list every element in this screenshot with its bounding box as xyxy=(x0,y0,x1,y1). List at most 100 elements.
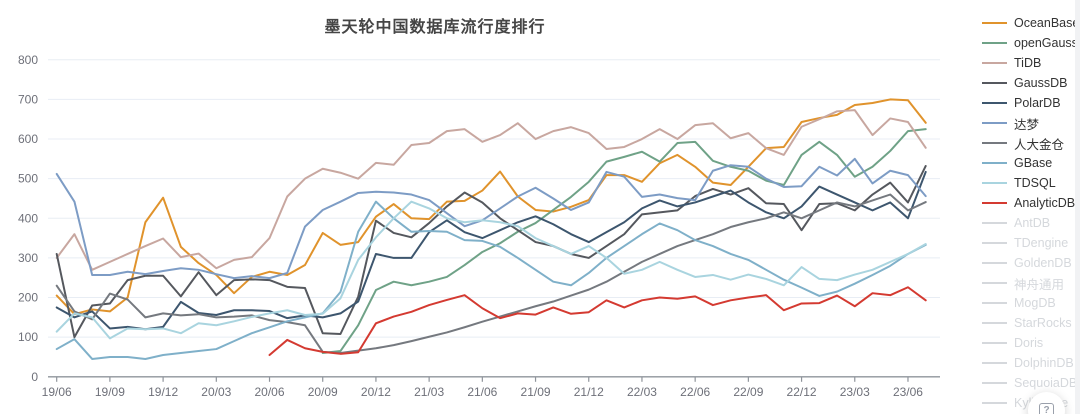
y-axis-tick-label: 0 xyxy=(31,370,38,384)
y-axis-tick-label: 200 xyxy=(18,291,38,305)
y-axis-tick-label: 700 xyxy=(18,92,38,106)
x-axis-tick-label: 21/03 xyxy=(414,385,444,399)
legend-label: GBase xyxy=(1014,156,1053,170)
legend-label: TiDB xyxy=(1014,56,1042,70)
legend-swatch xyxy=(982,242,1007,244)
legend-label: AntDB xyxy=(1014,216,1051,230)
legend-label: GaussDB xyxy=(1014,76,1068,90)
x-axis-tick-label: 20/12 xyxy=(361,385,391,399)
series-line-GaussDB[interactable] xyxy=(55,164,927,339)
legend-item-TDengine[interactable]: TDengine xyxy=(982,236,1068,250)
legend-item-OceanBase[interactable]: OceanBase xyxy=(982,16,1079,30)
legend-swatch xyxy=(982,322,1007,324)
legend-swatch xyxy=(982,342,1007,344)
legend-swatch xyxy=(982,302,1007,304)
legend-item-TDSQL[interactable]: TDSQL xyxy=(982,176,1056,190)
x-axis-tick-label: 22/12 xyxy=(787,385,817,399)
series-line-OceanBase[interactable] xyxy=(55,98,927,316)
legend-swatch xyxy=(982,182,1007,184)
legend-label: MogDB xyxy=(1014,296,1056,310)
question-mark-icon: ? xyxy=(1039,403,1054,414)
chart-plot-area[interactable]: 0 100 200 300 400 500 600 700 800 19/06 19/09 19/12… xyxy=(0,0,960,414)
legend-swatch xyxy=(982,162,1007,164)
x-axis-tick-label: 21/12 xyxy=(574,385,604,399)
legend-swatch xyxy=(982,22,1007,24)
legend-item-神舟通用[interactable]: 神舟通用 xyxy=(982,276,1065,292)
chart-title: 墨天轮中国数据库流行度排行 xyxy=(324,19,546,36)
x-axis-tick-label: 19/12 xyxy=(148,385,178,399)
series-line-TiDB[interactable] xyxy=(55,109,927,271)
legend-item-openGauss[interactable]: openGauss xyxy=(982,36,1078,50)
legend-item-SequoiaDB[interactable]: SequoiaDB xyxy=(982,376,1077,390)
legend-item-Doris[interactable]: Doris xyxy=(982,336,1043,350)
y-axis-tick-label: 500 xyxy=(18,172,38,186)
legend-label: 人大金仓 xyxy=(1014,137,1065,152)
legend-swatch xyxy=(982,362,1007,364)
legend-item-GaussDB[interactable]: GaussDB xyxy=(982,76,1068,90)
legend-swatch xyxy=(982,82,1007,84)
legend-swatch xyxy=(982,102,1007,104)
legend-item-TiDB[interactable]: TiDB xyxy=(982,56,1041,70)
legend-item-PolarDB[interactable]: PolarDB xyxy=(982,96,1061,110)
legend-swatch xyxy=(982,122,1007,124)
series-line-PolarDB[interactable] xyxy=(55,170,927,331)
series-line-人大金仓[interactable] xyxy=(55,193,927,355)
y-axis-tick-label: 600 xyxy=(18,132,38,146)
legend-item-GBase[interactable]: GBase xyxy=(982,156,1052,170)
legend-item-达梦[interactable]: 达梦 xyxy=(982,116,1040,132)
x-axis-tick-label: 23/06 xyxy=(893,385,923,399)
legend-label: SequoiaDB xyxy=(1014,376,1078,390)
y-axis-tick-label: 100 xyxy=(18,330,38,344)
scrollbar-track[interactable] xyxy=(1075,0,1080,414)
y-axis-tick-label: 300 xyxy=(18,251,38,265)
legend-label: StarRocks xyxy=(1014,316,1072,330)
help-float-button[interactable]: ? xyxy=(1028,392,1065,414)
legend-swatch xyxy=(982,282,1007,284)
legend-label: TDSQL xyxy=(1014,176,1056,190)
legend-label: 达梦 xyxy=(1014,117,1040,132)
series-line-openGauss[interactable] xyxy=(321,128,927,355)
legend-swatch xyxy=(982,42,1007,44)
x-axis-tick-label: 23/03 xyxy=(840,385,870,399)
x-axis-tick-label: 19/06 xyxy=(42,385,72,399)
y-axis-tick-label: 400 xyxy=(18,211,38,225)
legend-label: PolarDB xyxy=(1014,96,1061,110)
legend-label: openGauss xyxy=(1014,36,1078,50)
legend-label: OceanBase xyxy=(1014,16,1080,30)
legend-swatch xyxy=(982,222,1007,224)
x-axis-tick-label: 21/09 xyxy=(521,385,551,399)
legend-swatch xyxy=(982,262,1007,264)
x-axis-tick-label: 20/06 xyxy=(255,385,285,399)
series-line-GBase[interactable] xyxy=(55,200,927,360)
y-axis-tick-label: 800 xyxy=(18,53,38,67)
legend-swatch xyxy=(982,402,1007,404)
x-axis-tick-label: 20/03 xyxy=(201,385,231,399)
legend-item-AnalyticDB[interactable]: AnalyticDB xyxy=(982,196,1075,210)
legend-swatch xyxy=(982,202,1007,204)
series-line-AnalyticDB[interactable] xyxy=(268,286,927,357)
series-line-TDSQL[interactable] xyxy=(55,200,927,340)
x-axis-tick-label: 22/06 xyxy=(680,385,710,399)
legend-item-GoldenDB[interactable]: GoldenDB xyxy=(982,256,1072,270)
x-axis-tick-label: 22/09 xyxy=(733,385,763,399)
legend-label: GoldenDB xyxy=(1014,256,1072,270)
x-axis-tick-label: 20/09 xyxy=(308,385,338,399)
legend-item-DolphinDB[interactable]: DolphinDB xyxy=(982,356,1074,370)
legend-swatch xyxy=(982,142,1007,144)
x-axis-tick-label: 21/06 xyxy=(467,385,497,399)
legend-item-人大金仓[interactable]: 人大金仓 xyxy=(982,136,1065,152)
legend-swatch xyxy=(982,62,1007,64)
legend-item-AntDB[interactable]: AntDB xyxy=(982,216,1050,230)
legend-label: Doris xyxy=(1014,336,1044,350)
legend-item-MogDB[interactable]: MogDB xyxy=(982,296,1056,310)
x-axis-tick-label: 19/09 xyxy=(95,385,125,399)
x-axis-tick-label: 22/03 xyxy=(627,385,657,399)
legend-label: DolphinDB xyxy=(1014,356,1074,370)
legend-label: 神舟通用 xyxy=(1014,277,1065,292)
legend-label: AnalyticDB xyxy=(1014,196,1076,210)
legend-label: TDengine xyxy=(1014,236,1069,250)
legend-item-StarRocks[interactable]: StarRocks xyxy=(982,316,1072,330)
series-line-达梦[interactable] xyxy=(55,157,927,280)
legend-swatch xyxy=(982,382,1007,384)
